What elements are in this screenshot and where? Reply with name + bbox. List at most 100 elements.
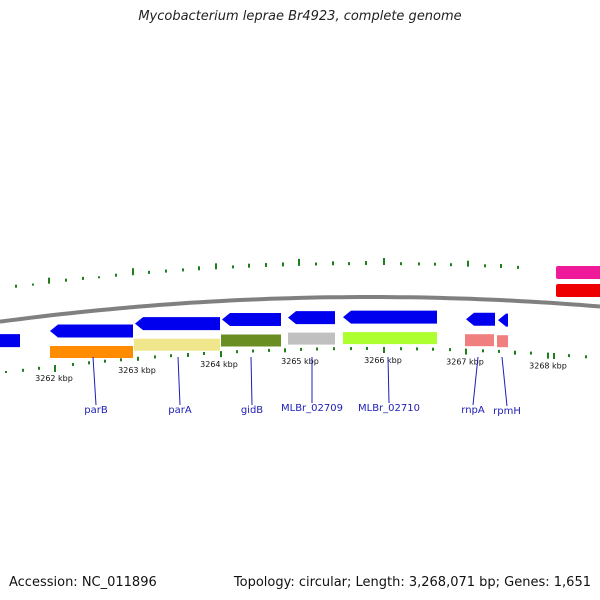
gc-tick bbox=[333, 347, 335, 351]
gene-arrow bbox=[288, 311, 335, 325]
gc-tick bbox=[154, 355, 156, 359]
gene-arrow bbox=[50, 324, 133, 338]
callout-line bbox=[501, 356, 508, 407]
gc-tick bbox=[449, 348, 451, 352]
gc-tick bbox=[383, 258, 385, 265]
gc-tick bbox=[498, 349, 500, 353]
gc-tick bbox=[450, 263, 452, 267]
gc-tick bbox=[268, 348, 270, 352]
scale-label: 3268 kbp bbox=[529, 362, 567, 371]
gc-tick bbox=[248, 263, 250, 268]
gc-tick bbox=[366, 347, 368, 350]
gene-callouts: parB parA gidB MLBr_02709 MLBr_02710 rnpA rpmH bbox=[84, 356, 521, 417]
gc-tick bbox=[32, 283, 34, 286]
gene-label-rpmh: rpmH bbox=[493, 406, 521, 417]
gc-tick bbox=[98, 276, 100, 279]
gene-arrow bbox=[0, 334, 20, 348]
gene-arrow bbox=[343, 310, 437, 324]
gc-tick bbox=[88, 361, 90, 365]
gc-tick bbox=[38, 366, 40, 370]
gc-tick bbox=[48, 277, 50, 284]
scale-label: 3267 kbp bbox=[446, 358, 484, 367]
gc-tick bbox=[465, 348, 467, 355]
genome-summary: Topology: circular; Length: 3,268,071 bp… bbox=[233, 575, 591, 590]
scale-label: 3262 kbp bbox=[35, 374, 73, 383]
gene-arrow bbox=[135, 317, 220, 331]
gc-tick bbox=[220, 351, 222, 358]
gc-tick bbox=[82, 276, 84, 280]
cog-bar-rnpa bbox=[465, 334, 494, 347]
gc-tick bbox=[15, 284, 17, 288]
gc-tick bbox=[203, 352, 205, 355]
cog-bar-mlbr-02709 bbox=[288, 332, 335, 345]
gene-label-mlbr-02709: MLBr_02709 bbox=[281, 403, 343, 414]
gc-tick bbox=[568, 354, 570, 358]
gc-tick bbox=[432, 347, 434, 351]
scale-label: 3263 kbp bbox=[118, 366, 156, 375]
gc-tick bbox=[22, 368, 24, 372]
gc-tick bbox=[416, 347, 418, 351]
scale-labels: 3262 kbp 3263 kbp 3264 kbp 3265 kbp 3266 kbp… bbox=[35, 356, 567, 383]
scale-label: 3265 kbp bbox=[281, 357, 319, 366]
gene-label-gidb: gidB bbox=[241, 405, 263, 416]
gene-arrows bbox=[0, 310, 508, 348]
callout-line bbox=[472, 356, 479, 406]
gc-tick bbox=[54, 365, 56, 372]
gc-tick bbox=[284, 348, 286, 353]
gene-label-parb: parB bbox=[84, 405, 108, 416]
cog-bar-parb bbox=[50, 346, 133, 358]
gene-arrow bbox=[466, 312, 495, 326]
gc-tick bbox=[418, 262, 420, 266]
map-title: Mycobacterium leprae Br4923, complete ge… bbox=[138, 9, 462, 24]
gc-tick bbox=[300, 347, 302, 351]
gc-tick bbox=[232, 265, 234, 269]
gc-tick bbox=[182, 268, 184, 272]
gc-tick bbox=[400, 347, 402, 351]
accession-text: Accession: NC_011896 bbox=[9, 575, 157, 590]
gc-tick bbox=[585, 355, 587, 359]
gc-tick bbox=[400, 262, 402, 266]
gc-tick bbox=[165, 269, 167, 273]
gc-tick bbox=[198, 266, 200, 271]
gene-label-rnpa: rnpA bbox=[461, 405, 485, 416]
gc-tick bbox=[104, 359, 106, 363]
gc-tick bbox=[316, 347, 318, 351]
gc-tick bbox=[72, 363, 74, 366]
gc-tick bbox=[148, 270, 150, 274]
gene-arrow bbox=[222, 313, 281, 327]
gc-tick bbox=[348, 262, 350, 266]
gc-tick bbox=[236, 350, 238, 354]
gc-tick bbox=[115, 273, 117, 277]
gc-tick bbox=[315, 262, 317, 266]
cog-bar-rpmh bbox=[497, 335, 508, 348]
gc-tick bbox=[484, 264, 486, 268]
gc-tick bbox=[383, 347, 385, 353]
gc-tick bbox=[500, 264, 502, 268]
gc-tick bbox=[467, 260, 469, 267]
gc-tick bbox=[65, 278, 67, 282]
gc-tick bbox=[332, 261, 334, 266]
gc-tick bbox=[530, 351, 532, 355]
gc-tick bbox=[517, 265, 519, 269]
gc-tick bbox=[132, 268, 134, 276]
gc-tick bbox=[282, 262, 284, 267]
gc-tick bbox=[215, 263, 217, 270]
gc-tick bbox=[298, 258, 300, 266]
gc-tick bbox=[252, 349, 254, 353]
gene-arrow bbox=[498, 313, 508, 327]
gene-label-mlbr-02710: MLBr_02710 bbox=[358, 403, 420, 414]
callout-line bbox=[387, 356, 390, 404]
gc-tick bbox=[170, 354, 172, 358]
gc-tick bbox=[434, 262, 436, 266]
genome-backbone bbox=[0, 295, 600, 324]
cog-bar-mlbr-02710 bbox=[343, 332, 437, 345]
cog-bar-para bbox=[134, 338, 220, 351]
gc-tick bbox=[365, 261, 367, 265]
gc-tick bbox=[5, 371, 7, 373]
gene-label-para: parA bbox=[168, 405, 192, 416]
cog-bars bbox=[50, 332, 508, 358]
gc-tick bbox=[137, 356, 139, 361]
gc-tick bbox=[514, 350, 516, 355]
gc-skew-ticks bbox=[5, 258, 587, 373]
